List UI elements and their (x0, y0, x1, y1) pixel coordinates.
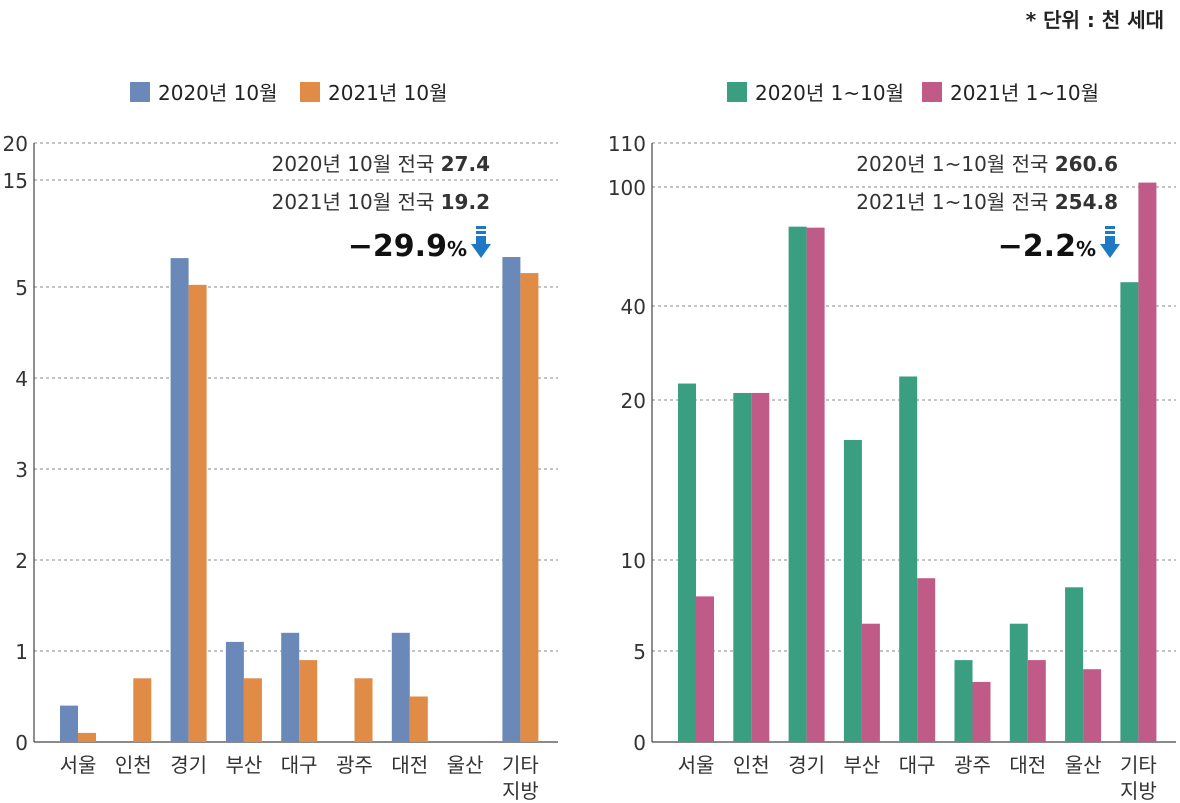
legend-swatch (727, 82, 747, 102)
legend-label: 2021년 1~10월 (950, 81, 1099, 105)
y-tick-label: 100 (608, 176, 646, 200)
x-tick-label: 울산 (447, 753, 484, 777)
y-tick-label: 2 (15, 549, 28, 573)
bar (972, 681, 991, 742)
x-tick-label: 경기 (788, 753, 825, 777)
bar (1009, 623, 1028, 742)
bar (788, 226, 807, 742)
bar (1083, 669, 1102, 742)
x-tick-label: 대전 (391, 753, 428, 777)
legend-label: 2021년 10월 (328, 81, 448, 105)
bar (733, 392, 752, 742)
legend-label: 2020년 1~10월 (755, 81, 904, 105)
x-tick-label: 지방 (502, 779, 539, 803)
x-tick-label: 지방 (1120, 779, 1157, 803)
unit-note: * 단위 : 천 세대 (1025, 8, 1164, 32)
bar (1120, 282, 1139, 742)
x-tick-label: 대전 (1009, 753, 1046, 777)
bar (696, 596, 714, 742)
x-tick-label: 인천 (115, 753, 152, 777)
bar (502, 257, 521, 742)
bar (225, 641, 244, 742)
bar (861, 623, 880, 742)
bar (170, 258, 189, 742)
bar (806, 227, 825, 743)
y-tick-label: 0 (633, 731, 646, 755)
y-tick-label: 20 (3, 132, 28, 156)
x-tick-label: 경기 (170, 753, 207, 777)
annotation-line1: 2020년 10월 전국 27.4 (272, 152, 490, 176)
y-tick-label: 20 (621, 389, 646, 413)
bar (188, 284, 207, 742)
bar (1065, 587, 1084, 742)
annotation-change: −2.2% (998, 229, 1096, 264)
legend-label: 2020년 10월 (158, 81, 278, 105)
bar (1027, 660, 1046, 742)
y-tick-label: 110 (608, 132, 646, 156)
annotation-line2: 2021년 10월 전국 19.2 (272, 190, 490, 214)
x-tick-label: 기타 (502, 753, 539, 777)
y-tick-label: 4 (15, 367, 28, 391)
y-tick-label: 10 (621, 549, 646, 573)
x-tick-label: 기타 (1120, 753, 1157, 777)
bar (1138, 182, 1157, 743)
legend-swatch (130, 82, 150, 102)
legend-swatch (300, 82, 320, 102)
x-tick-label: 광주 (336, 753, 373, 777)
bar (409, 696, 428, 742)
annotation-line1: 2020년 1~10월 전국 260.6 (856, 152, 1118, 176)
y-tick-label: 5 (15, 276, 28, 300)
x-tick-label: 서울 (60, 753, 97, 777)
y-tick-label: 0 (15, 731, 28, 755)
bar (520, 273, 539, 742)
y-tick-label: 40 (621, 295, 646, 319)
legend-swatch (922, 82, 942, 102)
bar (299, 660, 318, 742)
bar (954, 660, 973, 742)
x-tick-label: 인천 (733, 753, 770, 777)
annotation-line2: 2021년 1~10월 전국 254.8 (856, 190, 1118, 214)
x-tick-label: 울산 (1065, 753, 1102, 777)
annotation-change: −29.9% (348, 229, 467, 264)
bar (243, 678, 262, 742)
x-tick-label: 대구 (281, 753, 318, 777)
x-tick-label: 부산 (843, 753, 880, 777)
x-tick-label: 대구 (899, 753, 936, 777)
bar (678, 383, 696, 742)
x-tick-label: 광주 (954, 753, 991, 777)
y-tick-label: 3 (15, 458, 28, 482)
bar (60, 705, 78, 742)
x-tick-label: 부산 (225, 753, 262, 777)
bar (281, 632, 300, 742)
bar (391, 632, 410, 742)
x-tick-label: 서울 (678, 753, 715, 777)
bar (899, 376, 918, 742)
bar (133, 678, 152, 742)
bar (78, 732, 96, 742)
bar (354, 678, 373, 742)
bar (751, 392, 770, 742)
y-tick-label: 5 (633, 640, 646, 664)
down-arrow-icon (1100, 226, 1120, 258)
y-tick-label: 15 (3, 169, 28, 193)
y-tick-label: 1 (15, 640, 28, 664)
bar (843, 440, 862, 742)
down-arrow-icon (471, 226, 491, 258)
bar (917, 578, 936, 742)
